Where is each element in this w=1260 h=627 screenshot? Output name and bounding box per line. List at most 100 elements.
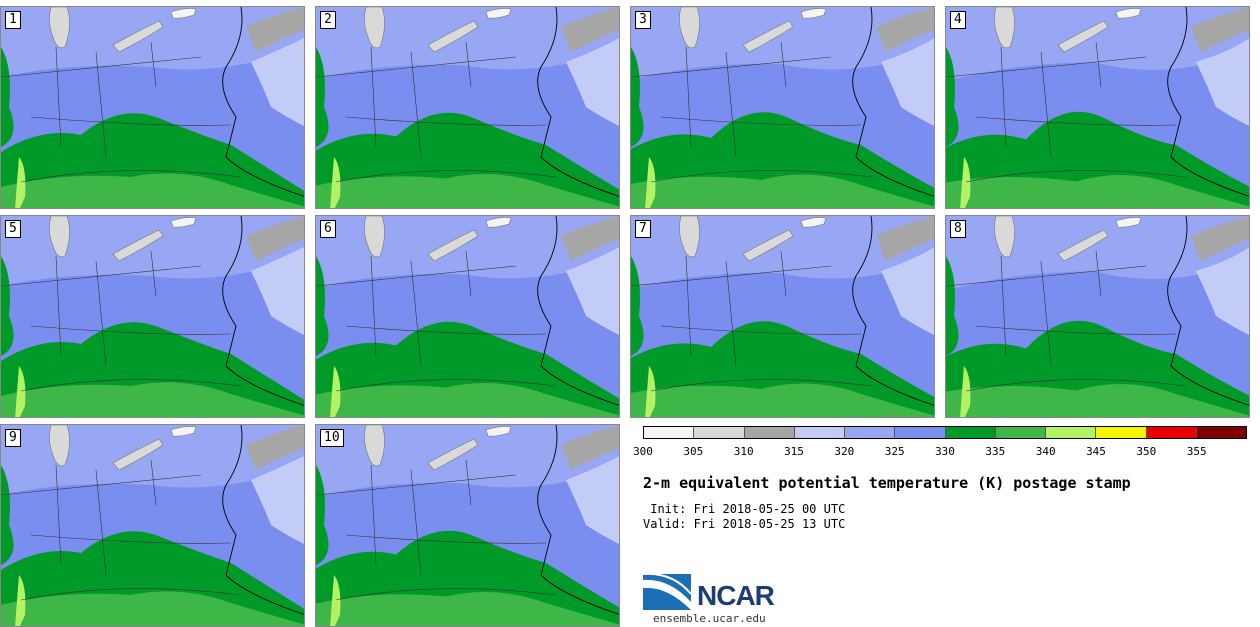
state-borders (946, 250, 1187, 392)
panel-10[interactable]: 10 (315, 424, 620, 627)
coastline (222, 7, 304, 197)
colorbar-tick-label: 340 (1035, 445, 1056, 458)
colorbar-cell (794, 427, 845, 438)
map-svg (316, 425, 619, 626)
lake-michigan (679, 216, 700, 258)
colorbar-tick-label: 355 (1186, 445, 1207, 458)
region-320 (631, 7, 934, 80)
panel-9[interactable]: 9 (0, 424, 305, 627)
region-330-west (631, 256, 644, 356)
region-315 (566, 456, 619, 544)
region-335 (1, 382, 304, 417)
logo-url: ensemble.ucar.edu (653, 612, 766, 625)
region-340 (15, 575, 26, 626)
panel-7[interactable]: 7 (630, 215, 935, 418)
colorbar-tick-label: 325 (884, 445, 905, 458)
colorbar-cell (1146, 427, 1197, 438)
coastline (852, 216, 934, 406)
init-time: Init: Fri 2018-05-25 00 UTC (643, 502, 846, 516)
region-330-west (1, 256, 14, 356)
lake-ontario (1115, 217, 1142, 228)
panel-3[interactable]: 3 (630, 6, 935, 209)
colorbar-tick-label: 320 (834, 445, 855, 458)
region-320 (631, 216, 934, 289)
state-borders (316, 459, 557, 601)
state-borders (316, 41, 557, 183)
region-315 (251, 37, 304, 126)
region-335 (946, 175, 1249, 208)
lake-ontario (485, 426, 512, 437)
region-330-west (631, 47, 644, 147)
region-310 (876, 216, 934, 261)
lake-ontario (170, 217, 197, 228)
colorbar-cell (644, 427, 695, 438)
region-340 (960, 366, 971, 417)
lake-ontario (485, 8, 512, 19)
region-340 (960, 157, 971, 208)
lake-ontario (800, 8, 827, 19)
lake-michigan (994, 7, 1015, 49)
logo-name: NCAR (697, 580, 775, 611)
region-335 (316, 174, 619, 208)
lake-erie (112, 229, 164, 262)
region-330-west (316, 47, 329, 147)
region-315 (251, 455, 304, 544)
region-335 (1, 591, 304, 626)
colorbar-tick-label: 300 (633, 445, 653, 458)
lake-erie (1057, 229, 1109, 262)
member-label: 7 (635, 220, 651, 238)
region-315 (881, 247, 934, 335)
lake-erie (427, 20, 479, 53)
colorbar-tick-label: 345 (1086, 445, 1106, 458)
member-label: 9 (5, 429, 21, 447)
region-315 (251, 246, 304, 335)
member-label: 10 (320, 429, 344, 447)
region-315 (1196, 38, 1249, 126)
region-315 (566, 38, 619, 126)
region-315 (1196, 247, 1249, 335)
panel-2[interactable]: 2 (315, 6, 620, 209)
colorbar-cell (895, 427, 946, 438)
region-330-west (316, 256, 329, 356)
colorbar-ticks: 300 305 310 315 320 325 330 335 340 345 350 355 (633, 445, 1247, 459)
panel-4[interactable]: 4 (945, 6, 1250, 209)
member-label: 5 (5, 220, 21, 238)
region-330-west (946, 256, 959, 356)
region-320 (1, 216, 304, 286)
coastline (1167, 216, 1249, 406)
member-label: 3 (635, 11, 651, 29)
region-340 (330, 157, 341, 208)
panel-8[interactable]: 8 (945, 215, 1250, 418)
colorbar (643, 426, 1247, 439)
region-335 (631, 383, 934, 417)
lake-erie (742, 229, 794, 262)
region-335 (1, 173, 304, 208)
region-335 (316, 383, 619, 417)
colorbar-cell (1046, 427, 1097, 438)
lake-erie (742, 20, 794, 53)
lake-michigan (49, 7, 70, 49)
panel-1[interactable]: 1 (0, 6, 305, 209)
coastline (537, 216, 619, 406)
colorbar-cell (1096, 427, 1147, 438)
region-335 (946, 384, 1249, 417)
region-340 (330, 366, 341, 417)
lake-michigan (364, 425, 385, 467)
region-335 (316, 592, 619, 626)
valid-time: Valid: Fri 2018-05-25 13 UTC (643, 517, 846, 531)
state-borders (1, 250, 242, 392)
panel-5[interactable]: 5 (0, 215, 305, 418)
region-320 (1, 7, 304, 77)
region-315 (566, 247, 619, 335)
region-340 (15, 366, 26, 417)
region-340 (645, 157, 656, 208)
panel-6[interactable]: 6 (315, 215, 620, 418)
colorbar-tick-label: 315 (784, 445, 804, 458)
colorbar-cell (945, 427, 996, 438)
member-label: 1 (5, 11, 21, 29)
map-svg (631, 7, 934, 208)
region-310 (561, 216, 619, 261)
region-310 (246, 216, 304, 261)
lake-ontario (800, 217, 827, 228)
lake-erie (112, 438, 164, 471)
